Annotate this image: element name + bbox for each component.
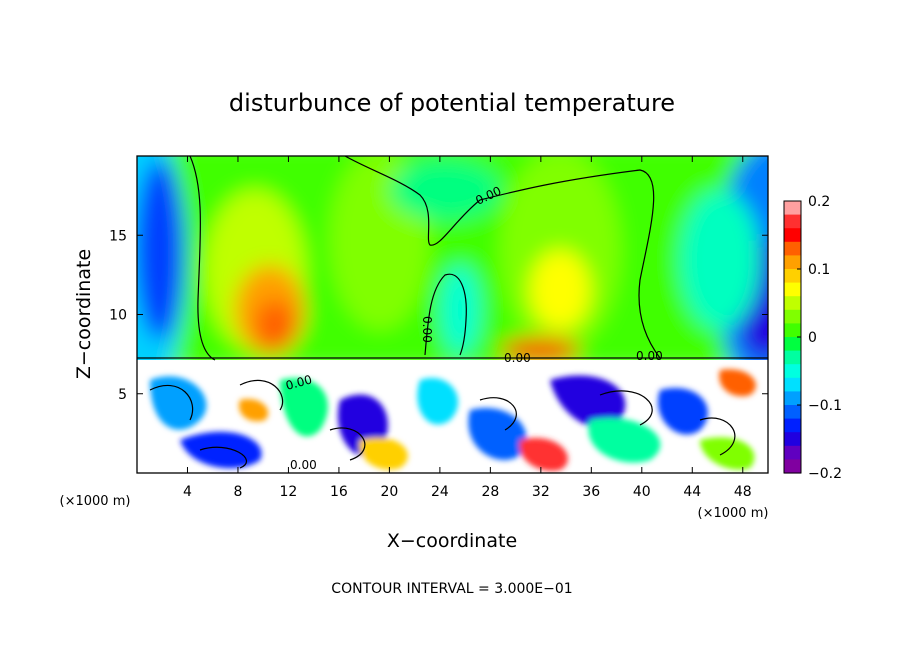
colorbar-label: −0.2: [808, 466, 842, 482]
colorbar-swatch: [784, 377, 801, 392]
x-tick-label: 40: [633, 484, 651, 500]
colorbar-swatch: [784, 228, 801, 243]
colorbar-label: −0.1: [808, 398, 842, 414]
contour-label: 0.00: [636, 349, 663, 363]
x-unit-label-left: (×1000 m): [60, 494, 131, 509]
x-unit-label-right: (×1000 m): [698, 506, 769, 521]
y-axis: 5 10 15: [109, 228, 768, 403]
chart-title: disturbunce of potential temperature: [229, 89, 675, 117]
x-tick-label: 24: [431, 484, 449, 500]
y-axis-label: Z−coordinate: [73, 249, 95, 379]
colorbar-swatch: [784, 432, 801, 447]
colorbar-swatch: [784, 309, 801, 324]
y-tick-label: 5: [118, 387, 127, 403]
x-tick-label: 16: [330, 484, 348, 500]
x-tick-label: 28: [481, 484, 499, 500]
heatmap-field: [137, 156, 768, 400]
contour-label: 0.00: [290, 458, 317, 472]
colorbar-swatch: [784, 282, 801, 297]
colorbar-swatch: [784, 241, 801, 256]
lower-turbulent-field: [137, 360, 768, 473]
x-tick-label: 48: [734, 484, 752, 500]
contour-label: 0.00: [420, 316, 434, 343]
y-tick-label: 10: [109, 308, 127, 324]
x-tick-label: 8: [233, 484, 242, 500]
x-tick-label: 4: [183, 484, 192, 500]
contour-label: 0.00: [504, 351, 531, 365]
y-tick-label: 15: [109, 228, 127, 244]
x-axis: 4 8 12 16 20 24 28 32 36 40 44 48: [183, 156, 752, 500]
colorbar-swatch: [784, 255, 801, 270]
colorbar-swatch: [784, 391, 801, 406]
colorbar-label: 0.1: [808, 262, 830, 278]
colorbar-swatch: [784, 405, 801, 420]
colorbar-swatch: [784, 459, 801, 474]
colorbar-swatch: [784, 445, 801, 460]
x-tick-label: 20: [380, 484, 398, 500]
colorbar-swatch: [784, 364, 801, 379]
x-tick-label: 36: [582, 484, 600, 500]
colorbar-swatch: [784, 323, 801, 338]
contour-interval-note: CONTOUR INTERVAL = 3.000E−01: [331, 581, 572, 597]
colorbar-swatch: [784, 201, 801, 216]
colorbar-label: 0.2: [808, 194, 830, 210]
x-axis-label: X−coordinate: [387, 530, 517, 552]
colorbar-swatch: [784, 296, 801, 311]
contour-label: 0.00: [284, 372, 313, 392]
x-tick-label: 32: [532, 484, 550, 500]
plot-area: 0.00 0.00 0.00 0.00 0.00 0.00: [137, 156, 768, 473]
colorbar-label: 0: [808, 330, 817, 346]
x-tick-label: 12: [280, 484, 298, 500]
colorbar: 0.2 0.1 0 −0.1 −0.2: [783, 194, 842, 482]
zero-contours: [137, 156, 768, 469]
colorbar-swatch: [784, 337, 801, 352]
colorbar-swatch: [784, 350, 801, 365]
colorbar-swatch: [784, 418, 801, 433]
colorbar-swatch: [784, 214, 801, 229]
x-tick-label: 44: [683, 484, 701, 500]
colorbar-swatch: [784, 269, 801, 284]
